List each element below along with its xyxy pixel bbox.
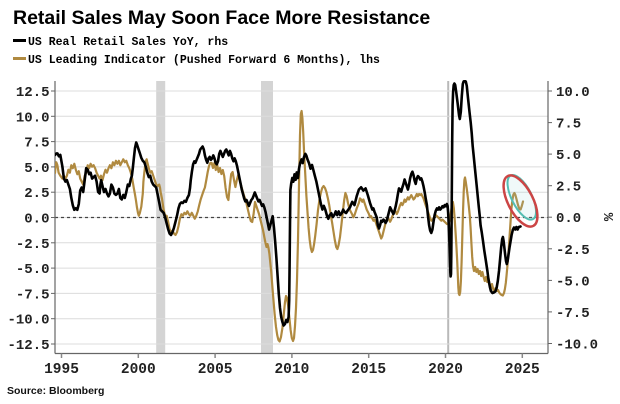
svg-text:10.0: 10.0 xyxy=(556,85,590,101)
svg-text:0.0: 0.0 xyxy=(24,212,49,228)
svg-text:%: % xyxy=(599,213,615,222)
svg-text:1995: 1995 xyxy=(44,362,79,378)
svg-text:-10.0: -10.0 xyxy=(7,313,49,329)
svg-text:2015: 2015 xyxy=(351,362,386,378)
svg-text:-10.0: -10.0 xyxy=(556,338,598,354)
svg-text:-7.5: -7.5 xyxy=(16,287,50,303)
svg-text:5.0: 5.0 xyxy=(24,161,49,177)
svg-text:-2.5: -2.5 xyxy=(556,243,590,259)
svg-text:2020: 2020 xyxy=(428,362,463,378)
svg-text:-12.5: -12.5 xyxy=(7,338,49,354)
svg-text:2.5: 2.5 xyxy=(24,186,49,202)
svg-text:-5.0: -5.0 xyxy=(16,262,50,278)
svg-text:-5.0: -5.0 xyxy=(556,274,590,290)
svg-text:2000: 2000 xyxy=(121,362,156,378)
svg-text:2005: 2005 xyxy=(198,362,233,378)
svg-text:12.5: 12.5 xyxy=(16,85,50,101)
svg-text:5.0: 5.0 xyxy=(556,148,581,164)
svg-text:2.5: 2.5 xyxy=(556,180,581,196)
svg-text:-2.5: -2.5 xyxy=(16,237,50,253)
svg-text:-7.5: -7.5 xyxy=(556,306,590,322)
svg-text:2010: 2010 xyxy=(274,362,309,378)
svg-text:2025: 2025 xyxy=(505,362,540,378)
svg-text:7.5: 7.5 xyxy=(556,117,581,133)
svg-text:10.0: 10.0 xyxy=(16,110,50,126)
svg-text:7.5: 7.5 xyxy=(24,136,49,152)
svg-text:0.0: 0.0 xyxy=(556,211,581,227)
